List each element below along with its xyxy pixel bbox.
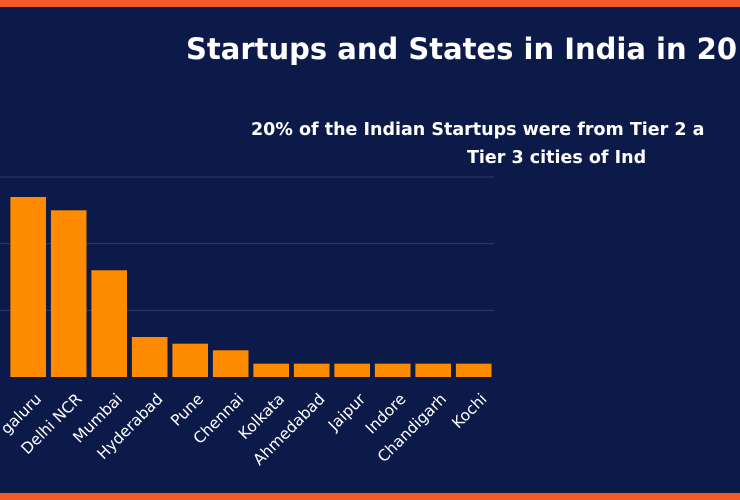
bar-kolkata [253, 363, 289, 377]
bar-chandigarh [415, 363, 451, 377]
bar-pune [172, 343, 208, 377]
bar-kochi [455, 363, 492, 377]
bar-delhi-ncr [50, 210, 87, 377]
bar-ahmedabad [293, 363, 330, 377]
chart-title: Startups and States in India in 201 [186, 32, 740, 66]
top-accent-border [0, 0, 740, 7]
subtitle-line-2: Tier 3 cities of Ind [467, 148, 647, 168]
subtitle-line-1: 20% of the Indian Startups were from Tie… [251, 120, 705, 140]
chart-subtitle: 20% of the Indian Startups were from Tie… [180, 116, 740, 172]
bar-chennai [212, 350, 249, 377]
bar-galuru [10, 197, 46, 377]
bar-hyderabad [131, 337, 168, 377]
bottom-accent-border [0, 493, 740, 500]
bar-jaipur [334, 363, 370, 377]
x-tick-label-jaipur: Jaipur [324, 390, 369, 435]
bars [10, 197, 492, 377]
bar-mumbai [91, 270, 127, 377]
bar-indore [374, 363, 411, 377]
x-tick-label-kochi: Kochi [448, 390, 490, 432]
x-tick-label-ahmedabad: Ahmedabad [250, 390, 329, 469]
